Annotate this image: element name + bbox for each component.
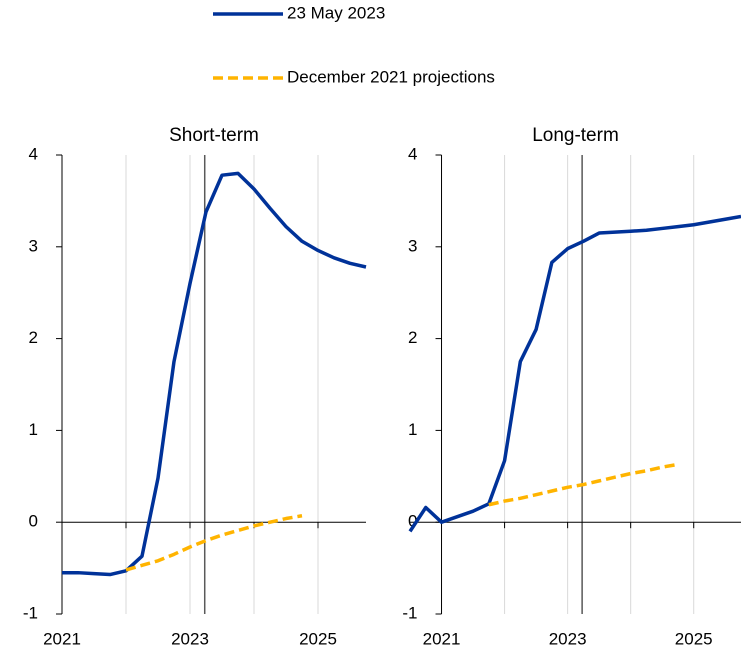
x-tick-label: 2021 [423, 629, 461, 648]
series-line [125, 514, 303, 572]
x-tick-label: 2025 [675, 629, 713, 648]
y-tick-label: -1 [402, 603, 417, 622]
y-tick-label: 4 [29, 144, 38, 163]
legend-label: December 2021 projections [287, 67, 495, 86]
y-tick-label: 0 [29, 512, 38, 531]
y-tick-label: 4 [408, 144, 417, 163]
y-tick-label: 3 [408, 236, 417, 255]
x-tick-label: 2025 [299, 629, 337, 648]
panel-title: Short-term [169, 125, 259, 146]
y-tick-label: 3 [29, 236, 38, 255]
series-line [408, 214, 741, 533]
y-tick-label: 2 [29, 328, 38, 347]
panel-title: Long-term [532, 125, 619, 146]
x-tick-label: 2023 [171, 629, 209, 648]
y-tick-label: 0 [408, 512, 417, 531]
y-tick-label: 1 [408, 420, 417, 439]
series-line [62, 171, 367, 577]
y-tick-label: 1 [29, 420, 38, 439]
series-line [488, 462, 679, 507]
x-tick-label: 2023 [549, 629, 587, 648]
legend-label: 23 May 2023 [287, 3, 385, 22]
x-tick-label: 2021 [43, 629, 81, 648]
y-tick-label: -1 [23, 603, 38, 622]
y-tick-label: 2 [408, 328, 417, 347]
